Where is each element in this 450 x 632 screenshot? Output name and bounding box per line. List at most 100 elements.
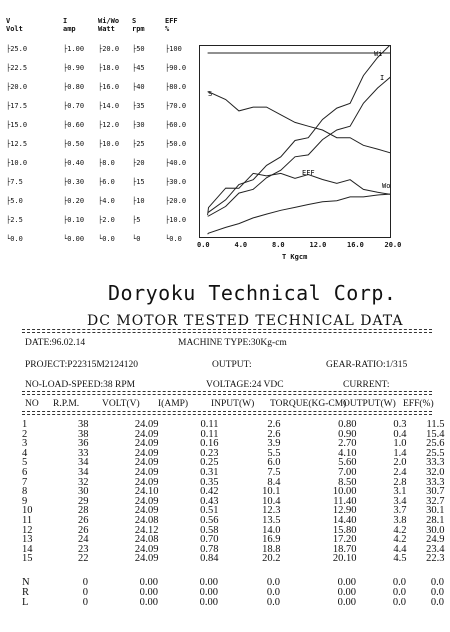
table-cell: 24.09 [134, 476, 159, 488]
table-cell: 32.7 [426, 495, 445, 507]
series-line-wi [207, 46, 390, 213]
series-label-wi: Wi [374, 50, 382, 58]
table-cell: 14.40 [332, 514, 357, 526]
scale-s-name: S [132, 17, 137, 25]
table-row: 14 23 24.09 0.78 18.8 18.70 4.4 23.4 [22, 543, 445, 555]
x-axis-label: T Kgcm [282, 253, 308, 261]
scale-tick-w: ├2.0 [98, 216, 115, 224]
scale-s-unit: rpm [132, 25, 145, 33]
table-cell: 34 [78, 457, 89, 469]
table-cell: 3.7 [393, 505, 407, 517]
scale-tick-v: ├20.0 [6, 83, 28, 91]
table-cell: 0.16 [200, 438, 219, 450]
table-cell: 0.00 [199, 597, 218, 608]
meta-date: DATE:96.02.14 [25, 338, 86, 348]
scale-tick-w: ├6.0 [98, 178, 115, 186]
scale-eff-unit: % [165, 25, 170, 33]
table-cell: 3.9 [267, 438, 281, 450]
table-cell: 0.0 [430, 577, 444, 588]
table-cell: 0.56 [200, 514, 219, 526]
scale-tick-i: ├0.40 [63, 159, 85, 167]
scale-tick-i: ├0.90 [63, 64, 85, 72]
table-row: 3 36 24.09 0.16 3.9 2.70 1.0 25.6 [22, 439, 445, 449]
table-cell: 16.9 [262, 534, 281, 546]
table-cell: 11.40 [333, 495, 357, 507]
col-header-amp: I(AMP) [158, 399, 189, 409]
table-cell: 18.8 [262, 543, 281, 555]
scale-tick-v: ├25.0 [6, 45, 28, 53]
header-rule-top [22, 329, 432, 333]
table-row: 11 26 24.08 0.56 13.5 14.40 3.8 28.1 [22, 514, 445, 526]
report-title: DC MOTOR TESTED TECHNICAL DATA [87, 313, 404, 329]
col-header-torque: TORQUE(KG-CM) [270, 399, 347, 409]
scale-tick-v: ├12.5 [6, 140, 28, 148]
table-cell: 6 [22, 466, 28, 478]
scale-tick-i: ├0.50 [63, 140, 85, 148]
table-cell: 22.3 [426, 553, 445, 565]
table-row: 9 29 24.09 0.43 10.4 11.40 3.4 32.7 [22, 495, 445, 507]
table-cell: 11 [22, 514, 33, 526]
table-cell: 3 [22, 438, 28, 450]
scale-w-name: Wi/Wo [98, 17, 120, 25]
table-row: 1 38 24.09 0.11 2.6 0.80 0.3 11.5 [22, 419, 445, 430]
scale-tick-eff: ├50.0 [165, 140, 187, 148]
x-tick-label: 12.0 [309, 241, 327, 249]
table-cell: 0.00 [199, 577, 218, 588]
table-cell: 0.00 [139, 577, 158, 588]
table-cell: 10.4 [262, 495, 281, 507]
table-cell: 26 [78, 514, 89, 526]
scale-tick-i: └0.00 [63, 235, 85, 243]
scale-tick-i: ├1.00 [63, 45, 85, 53]
col-header-rpm: R.P.M. [53, 399, 80, 409]
scale-tick-s: ├40 [132, 83, 145, 91]
table-cell: 9 [22, 495, 28, 507]
table-row: 13 24 24.08 0.70 16.9 17.20 4.2 24.9 [22, 535, 445, 545]
col-header-input: INPUT(W) [211, 399, 255, 409]
table-cell: 15 [22, 553, 33, 565]
scale-tick-s: ├30 [132, 121, 145, 129]
table-cell: 0.51 [200, 505, 219, 517]
table-cell: 0.84 [200, 553, 219, 565]
table-cell: 14 [22, 543, 33, 555]
table-cell: 0.00 [337, 597, 356, 608]
table-cell: 2.4 [393, 466, 407, 478]
table-cell: 24.09 [134, 495, 159, 507]
x-tick-label: 16.0 [347, 241, 364, 249]
table-cell: 1 [22, 419, 28, 430]
meta-voltage: VOLTAGE:24 VDC [206, 380, 284, 390]
scale-tick-i: ├0.10 [63, 216, 85, 224]
scale-tick-eff: ├20.0 [165, 197, 187, 205]
table-cell: 0.4 [393, 428, 407, 440]
table-cell: 26 [78, 524, 89, 536]
col-header-output: OUTPUT(W) [343, 399, 396, 409]
scale-v-name: V [6, 17, 11, 25]
scale-tick-eff: └0.0 [165, 235, 182, 243]
x-tick-label: 8.0 [272, 241, 285, 249]
table-row: 6 34 24.09 0.31 7.5 7.00 2.4 32.0 [22, 466, 445, 478]
table-cell: R [22, 587, 30, 598]
table-cell: 23.4 [426, 543, 445, 555]
meta-no-load-speed: NO-LOAD-SPEED:38 RPM [25, 380, 136, 390]
table-cell: 13 [22, 534, 33, 546]
table-cell: 12.90 [332, 505, 357, 517]
scale-tick-s: └0 [132, 235, 141, 243]
table-cell: 0.3 [393, 419, 407, 430]
table-cell: 0.58 [200, 524, 219, 536]
table-row: 12 26 24.12 0.58 14.0 15.80 4.2 30.0 [22, 524, 445, 536]
scale-tick-v: ├22.5 [6, 64, 28, 72]
scale-tick-w: ├12.0 [98, 121, 120, 129]
table-cell: 24.09 [134, 505, 159, 517]
table-cell: 10 [22, 505, 33, 517]
scale-tick-w: ├8.0 [98, 159, 115, 167]
table-cell: 30.0 [426, 524, 445, 536]
table-cell: 0.35 [200, 476, 219, 488]
scale-tick-i: ├0.20 [63, 197, 85, 205]
scale-tick-eff: ├10.0 [165, 216, 187, 224]
scale-w-unit: Watt [98, 25, 115, 33]
scale-tick-s: ├5 [132, 216, 141, 224]
table-cell: 38 [78, 419, 89, 430]
table-cell: 5 [22, 457, 28, 469]
table-cell: 30.1 [426, 505, 445, 517]
table-cell: 6.0 [267, 457, 281, 469]
table-cell: N [22, 577, 30, 588]
